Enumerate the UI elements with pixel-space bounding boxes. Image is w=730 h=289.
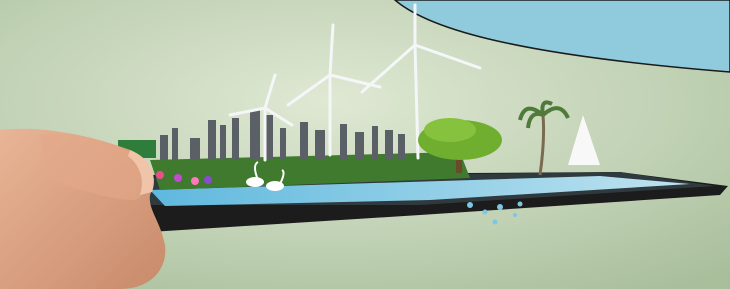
illustration [0,0,730,289]
page: (() => { const data = JSON.parse(documen… [0,0,730,289]
